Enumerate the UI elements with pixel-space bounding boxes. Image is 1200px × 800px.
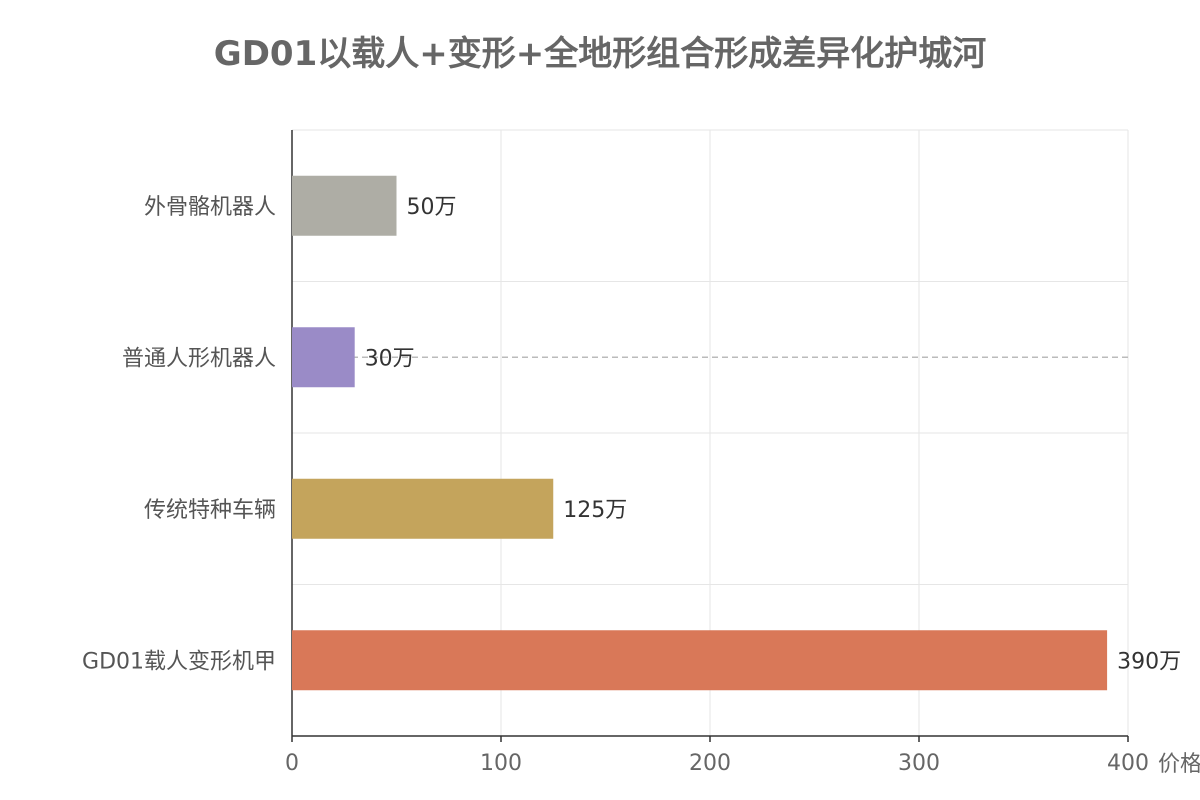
x-tick-label: 300 [898,751,940,776]
category-label: 外骨骼机器人 [144,195,276,220]
x-tick-label: 0 [285,751,299,776]
x-tick-label: 100 [480,751,522,776]
chart-title: GD01以载人+变形+全地形组合形成差异化护城河 [213,34,987,74]
x-axis-title: 价格 [1158,752,1200,777]
x-tick-label: 200 [689,751,731,776]
x-tick-label: 400 [1107,751,1149,776]
bar [292,630,1108,691]
data-label: 30万 [365,346,415,371]
category-label: 普通人形机器人 [122,346,276,371]
bar [292,327,355,388]
bar [292,478,554,539]
category-label: GD01载人变形机甲 [82,649,276,674]
data-label: 125万 [563,498,627,523]
bar [292,175,397,236]
data-label: 50万 [407,195,457,220]
category-label: 传统特种车辆 [144,498,276,523]
data-label: 390万 [1117,649,1181,674]
